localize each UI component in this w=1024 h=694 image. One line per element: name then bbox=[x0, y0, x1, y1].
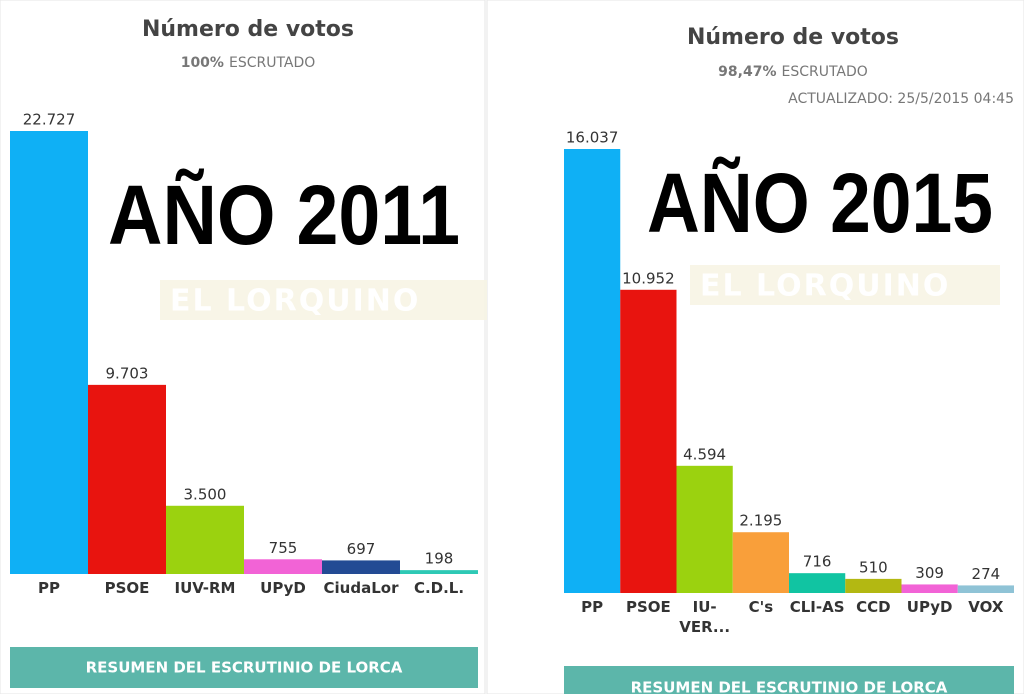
bar bbox=[564, 149, 621, 593]
value-label: 697 bbox=[347, 540, 376, 558]
value-label: 9.703 bbox=[106, 364, 149, 382]
value-label: 3.500 bbox=[184, 485, 227, 503]
subtitle-text: ESCRUTADO bbox=[229, 55, 315, 71]
watermark-bg bbox=[690, 265, 1000, 305]
watermark: EL LORQUINO bbox=[700, 269, 950, 304]
value-label: 716 bbox=[803, 553, 832, 571]
value-label: 309 bbox=[915, 564, 944, 582]
category-label: IU-VER... bbox=[679, 598, 731, 636]
bar bbox=[10, 131, 88, 574]
category-label: CiudaLor bbox=[323, 579, 399, 597]
value-label: 755 bbox=[269, 539, 298, 557]
bar bbox=[845, 578, 902, 593]
category-label: PSOE bbox=[104, 579, 150, 597]
summary-button-label: RESUMEN DEL ESCRUTINIO DE LORCA bbox=[631, 679, 948, 694]
bar bbox=[244, 559, 322, 574]
bar bbox=[957, 585, 1014, 593]
bar bbox=[620, 289, 677, 593]
value-label: 10.952 bbox=[622, 269, 675, 287]
summary-button[interactable] bbox=[10, 647, 478, 688]
bar bbox=[676, 465, 733, 593]
value-label: 274 bbox=[972, 565, 1001, 583]
summary-button[interactable] bbox=[564, 666, 1014, 694]
bar bbox=[166, 505, 244, 574]
category-label: PP bbox=[581, 598, 604, 616]
bar bbox=[901, 584, 958, 593]
subtitle-value: 98,47% bbox=[718, 64, 776, 80]
category-label: VOX bbox=[968, 598, 1004, 616]
updated: ACTUALIZADO: 25/5/2015 04:45 bbox=[788, 91, 1014, 107]
category-label: CLI-AS bbox=[789, 598, 845, 616]
bar bbox=[88, 384, 166, 574]
overlay-year: AÑO 2011 bbox=[108, 168, 460, 262]
subtitle: 98,47% ESCRUTADO bbox=[718, 64, 868, 80]
category-label: IUV-RM bbox=[174, 579, 236, 597]
category-label: C's bbox=[748, 598, 774, 616]
value-label: 2.195 bbox=[739, 512, 782, 530]
watermark-bg bbox=[160, 280, 487, 320]
bar bbox=[789, 573, 846, 593]
bar bbox=[322, 560, 400, 574]
category-label: UPyD bbox=[260, 579, 306, 597]
category-label: PSOE bbox=[625, 598, 671, 616]
value-label: 16.037 bbox=[566, 129, 619, 147]
value-label: 198 bbox=[425, 550, 454, 568]
category-label: CCD bbox=[856, 598, 891, 616]
subtitle: 100% ESCRUTADO bbox=[181, 55, 316, 71]
overlay-year: AÑO 2015 bbox=[647, 156, 993, 250]
chart-title: Número de votos bbox=[142, 17, 354, 42]
bar bbox=[732, 532, 789, 593]
chart-title: Número de votos bbox=[687, 25, 899, 50]
subtitle-value: 100% bbox=[181, 55, 224, 71]
subtitle-text: ESCRUTADO bbox=[781, 64, 867, 80]
value-label: 22.727 bbox=[23, 111, 76, 129]
value-label: 510 bbox=[859, 558, 888, 576]
watermark: EL LORQUINO bbox=[170, 284, 420, 319]
category-label: UPyD bbox=[906, 598, 953, 616]
value-label: 4.594 bbox=[683, 445, 726, 463]
category-label: C.D.L. bbox=[413, 579, 465, 597]
bar bbox=[400, 570, 478, 574]
summary-button-label: RESUMEN DEL ESCRUTINIO DE LORCA bbox=[86, 659, 403, 677]
category-label: PP bbox=[38, 579, 60, 597]
